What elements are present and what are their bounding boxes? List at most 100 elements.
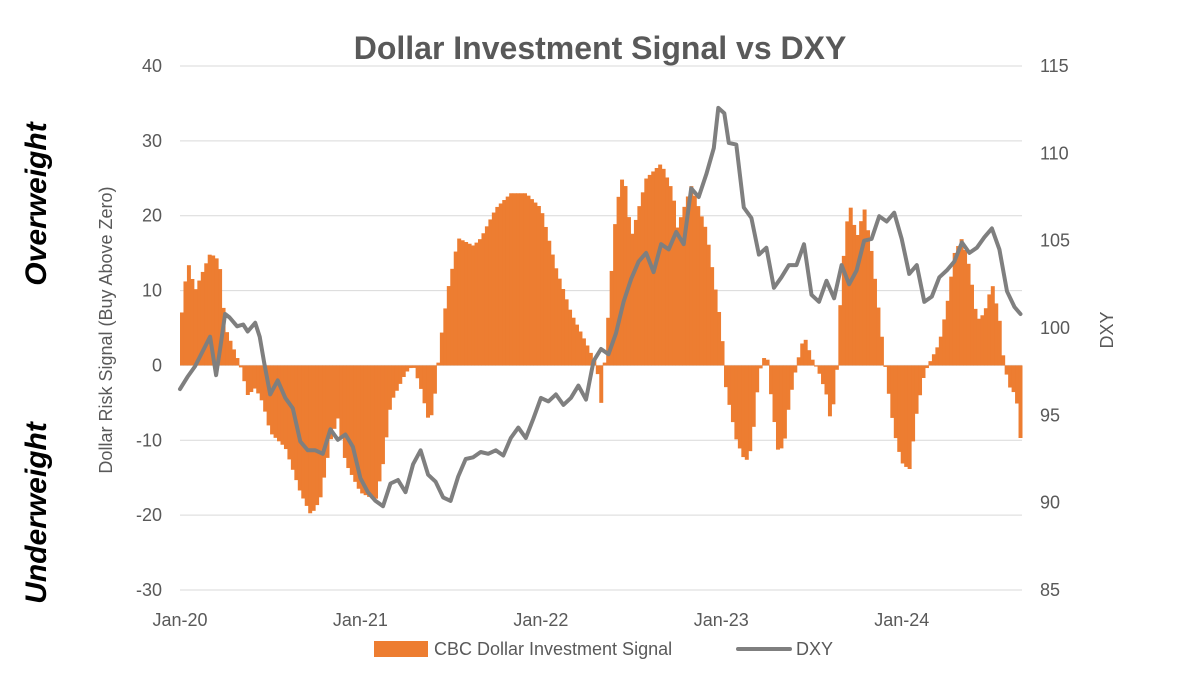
signal-bar — [311, 365, 316, 511]
signal-bar — [866, 230, 871, 366]
legend-line-label: DXY — [796, 639, 833, 659]
signal-bar — [924, 365, 929, 369]
signal-bar — [841, 255, 846, 366]
signal-bar — [568, 309, 573, 366]
signal-bar — [990, 286, 995, 366]
signal-bar — [782, 365, 787, 439]
signal-bar — [242, 365, 247, 382]
legend-bar-swatch — [374, 641, 428, 657]
signal-bar — [959, 239, 964, 366]
signal-bar — [180, 312, 184, 366]
left-tick-label: -10 — [136, 430, 162, 450]
signal-bar — [970, 284, 974, 366]
signal-bar — [329, 365, 333, 440]
signal-bar — [786, 365, 791, 410]
x-tick-label: Jan-21 — [333, 610, 388, 630]
right-tick-label: 110 — [1040, 143, 1069, 163]
signal-bar — [831, 365, 836, 405]
dxy-line-group — [178, 105, 1023, 509]
signal-bar — [689, 186, 694, 366]
signal-bar — [543, 226, 548, 366]
signal-bar — [526, 195, 531, 366]
signal-bar — [259, 365, 264, 401]
signal-bar — [793, 365, 798, 373]
signal-bar — [283, 365, 288, 450]
signal-bar — [942, 319, 947, 366]
signal-bar — [703, 226, 708, 366]
signal-bar — [706, 244, 711, 366]
signal-bar — [772, 365, 777, 423]
signal-bar — [994, 303, 999, 366]
signal-bar — [488, 219, 493, 366]
signal-bar — [1011, 365, 1016, 393]
signal-bar — [408, 365, 413, 369]
signal-bar — [245, 365, 250, 395]
signal-bar — [644, 178, 649, 366]
signal-bar — [623, 186, 628, 366]
signal-bar — [914, 365, 919, 414]
signal-bar — [599, 365, 604, 403]
signal-bar — [935, 347, 940, 366]
chart-title: Dollar Investment Signal vs DXY — [354, 30, 847, 66]
signal-bar — [949, 276, 954, 366]
signal-bar — [405, 365, 410, 372]
signal-bar — [727, 365, 732, 405]
signal-bar — [190, 278, 195, 366]
signal-bar — [720, 341, 725, 366]
signal-bar — [214, 258, 219, 366]
signal-bar — [873, 278, 877, 366]
signal-bar — [734, 365, 739, 440]
signal-bar — [398, 365, 403, 384]
signal-bar — [505, 196, 510, 366]
signal-bar — [561, 289, 566, 366]
signal-bar — [443, 308, 448, 366]
signal-bar — [1018, 365, 1023, 439]
signal-bar — [602, 362, 607, 366]
signal-bar — [907, 365, 912, 469]
signal-bar — [401, 365, 406, 377]
signal-bar — [204, 263, 209, 366]
signal-bar — [918, 365, 923, 396]
signal-bar — [672, 200, 676, 366]
signal-bar — [426, 365, 430, 418]
signal-bar — [755, 365, 760, 393]
signal-bar — [859, 221, 864, 366]
signal-bar — [658, 164, 663, 366]
signal-bar — [904, 365, 909, 467]
signal-bar — [886, 365, 891, 394]
legend-bar-label: CBC Dollar Investment Signal — [434, 639, 672, 659]
signal-bar — [529, 199, 534, 366]
signal-bar — [762, 358, 767, 366]
signal-bar — [976, 318, 981, 366]
signal-bar — [1004, 365, 1009, 375]
signal-bar — [640, 192, 645, 366]
signal-bar — [852, 224, 857, 366]
signal-bar — [356, 365, 361, 489]
signal-bar — [945, 300, 950, 366]
signal-bar — [862, 209, 867, 366]
signal-bar — [495, 206, 500, 366]
signal-bar — [533, 202, 538, 366]
signal-bar — [360, 365, 365, 494]
right-tick-label: 85 — [1040, 580, 1060, 600]
signal-bar — [848, 207, 853, 366]
signal-bar — [252, 365, 257, 389]
signal-bar — [647, 174, 652, 366]
signal-bar — [796, 357, 801, 366]
signal-bar — [238, 365, 243, 368]
signal-bar — [921, 365, 926, 378]
signal-bar — [346, 365, 351, 469]
signal-bar — [415, 365, 420, 379]
signal-bar — [432, 365, 437, 394]
signal-bar — [810, 359, 815, 366]
signal-bar — [498, 203, 503, 366]
signal-bar — [633, 219, 638, 366]
signal-bar — [682, 206, 687, 366]
signal-bar — [575, 324, 579, 366]
signal-bar — [775, 365, 780, 450]
signal-bar — [665, 177, 670, 366]
signal-bar — [509, 193, 514, 366]
signal-bar — [540, 213, 545, 366]
signal-bar — [370, 365, 375, 499]
